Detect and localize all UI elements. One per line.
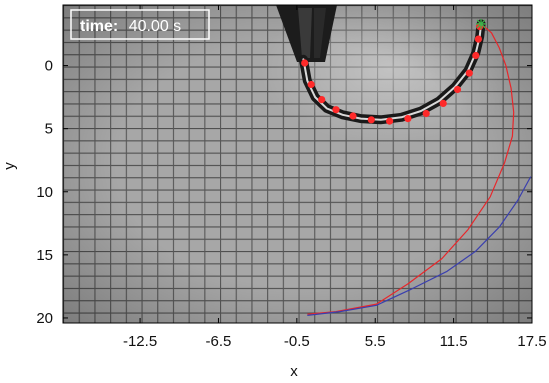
- series-line-1: [307, 23, 515, 315]
- x-tick-label: -6.5: [206, 333, 232, 350]
- tracked-point: [318, 96, 326, 104]
- x-tick-label: 17.5: [517, 333, 546, 350]
- y-tick-label: 0: [45, 58, 53, 75]
- endpoint-marker: [476, 18, 487, 29]
- tracked-point: [386, 117, 394, 125]
- svg-text:time: 40.00 s: time: 40.00 s: [80, 18, 181, 35]
- y-tick-label: 15: [36, 247, 53, 264]
- tracked-point: [301, 59, 309, 67]
- time-annotation-box: [70, 9, 210, 40]
- x-axis-title: x: [290, 363, 298, 380]
- tracked-point: [307, 80, 315, 89]
- rod-clamp: [276, 5, 337, 62]
- tracked-point: [422, 109, 430, 118]
- tracked-point: [474, 35, 482, 43]
- plot-frame: [62, 4, 533, 324]
- tracked-point: [465, 69, 473, 77]
- time-value-label: 40.00 s: [129, 18, 181, 35]
- tracked-point: [453, 85, 462, 94]
- y-axis-title: y: [1, 162, 18, 170]
- x-tick-label: 11.5: [440, 333, 468, 350]
- tracked-point: [439, 99, 447, 107]
- tracked-point: [472, 51, 480, 60]
- series-line-2: [307, 176, 532, 316]
- y-tick-label: 5: [45, 121, 53, 138]
- tracked-point: [332, 106, 340, 114]
- time-key-label: time:: [80, 18, 118, 35]
- y-tick-label: 20: [36, 310, 53, 327]
- plot-area: [63, 5, 532, 323]
- tracked-point: [349, 112, 357, 120]
- tracked-point: [367, 116, 375, 124]
- x-tick-label: -0.5: [284, 333, 310, 350]
- tracked-point: [404, 115, 412, 123]
- x-tick-label: -12.5: [123, 333, 157, 350]
- y-tick-label: 10: [36, 184, 53, 201]
- x-tick-label: 5.5: [365, 333, 386, 350]
- time-annotation: time: 40.00 s: [70, 9, 210, 40]
